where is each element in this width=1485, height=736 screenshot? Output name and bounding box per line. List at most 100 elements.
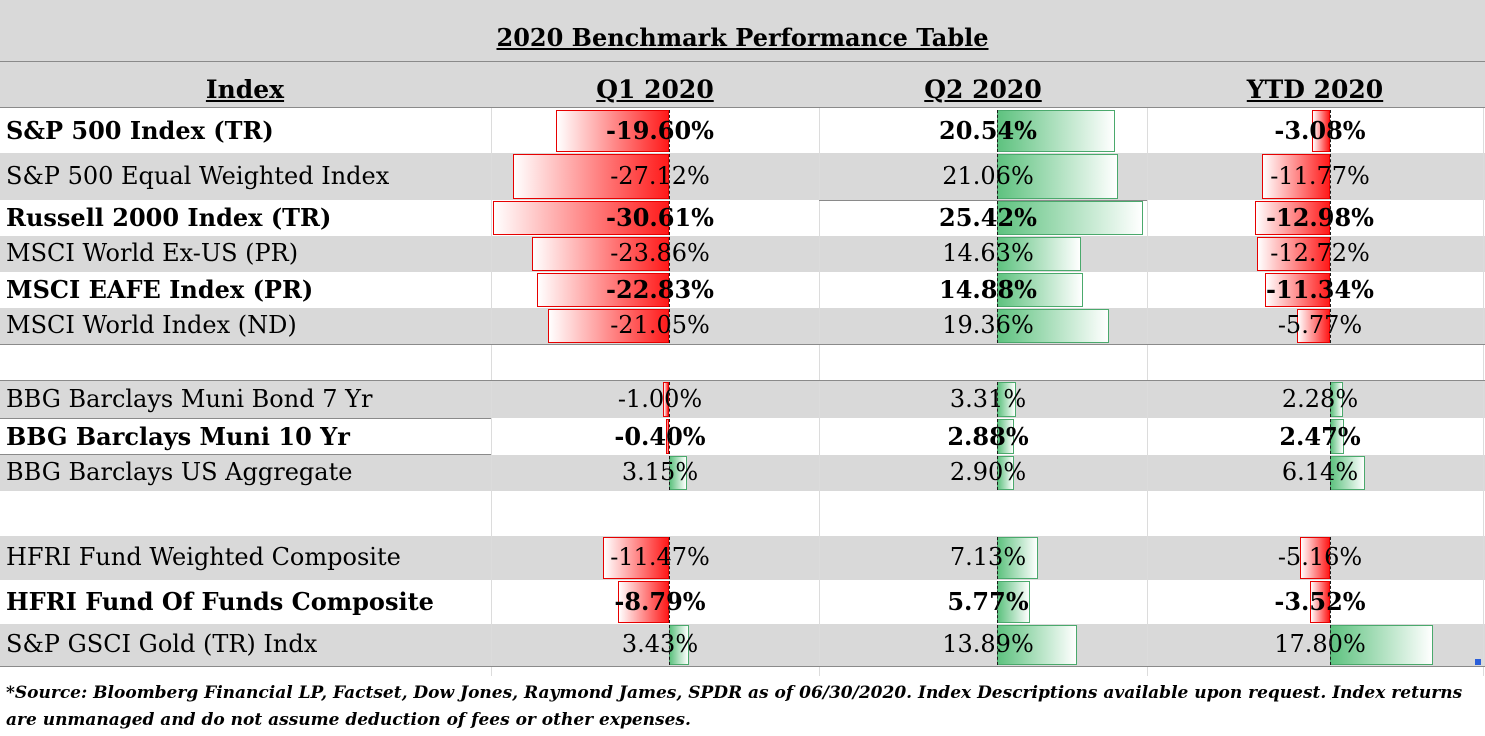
q2-axis-line — [997, 273, 998, 307]
ytd-axis-line — [1330, 382, 1331, 417]
q2-axis-line — [997, 382, 998, 417]
q1-value: -0.40% — [614, 422, 706, 451]
grid-line-horizontal — [819, 200, 1147, 201]
ytd-value: -11.77% — [1270, 162, 1370, 190]
q1-axis-line — [669, 154, 670, 199]
table-row: MSCI World Ex-US (PR) -23.86% 14.63% -12.72… — [0, 236, 1485, 272]
q2-axis-line — [997, 201, 998, 235]
q1-value: -30.61% — [606, 203, 714, 232]
grid-line-vertical — [819, 108, 820, 676]
grid-line-vertical — [1147, 108, 1148, 676]
ytd-value: 2.28% — [1281, 385, 1359, 413]
q2-value: 5.77% — [947, 587, 1029, 616]
q2-value: 13.89% — [942, 630, 1034, 658]
q2-axis-line — [997, 537, 998, 579]
ytd-bar — [1312, 110, 1330, 152]
q2-bar — [997, 537, 1039, 579]
ytd-axis-line — [1330, 456, 1331, 490]
q1-value: 3.15% — [621, 458, 699, 486]
index-name: S&P 500 Index (TR) — [6, 116, 274, 145]
index-name: HFRI Fund Weighted Composite — [6, 543, 401, 571]
q2-axis-line — [997, 154, 998, 199]
ytd-bar — [1262, 154, 1330, 199]
ytd-axis-line — [1330, 201, 1331, 235]
q2-bar — [997, 201, 1144, 235]
index-name: MSCI World Ex-US (PR) — [6, 239, 299, 267]
ytd-value: -12.72% — [1270, 239, 1370, 267]
q2-value: 21.06% — [942, 162, 1034, 190]
q2-axis-line — [997, 237, 998, 271]
ytd-value: 2.47% — [1279, 422, 1361, 451]
header-ytd: YTD 2020 — [1246, 75, 1384, 104]
q1-axis-line — [669, 273, 670, 307]
q2-value: 14.63% — [942, 239, 1034, 267]
grid-line-horizontal — [0, 380, 1485, 381]
table-row: Russell 2000 Index (TR) -30.61% 25.42% -12.… — [0, 200, 1485, 236]
resize-handle[interactable] — [1475, 659, 1481, 665]
table-row: MSCI World Index (ND) -21.05% 19.36% -5.77% — [0, 308, 1485, 344]
q1-bar — [618, 581, 669, 623]
grid-line-horizontal — [0, 418, 491, 419]
q1-bar — [556, 110, 669, 152]
q1-value: -21.05% — [610, 311, 710, 339]
table-row: MSCI EAFE Index (PR) -22.83% 14.88% -11.34% — [0, 272, 1485, 308]
q1-axis-line — [669, 110, 670, 152]
table-row: S&P 500 Equal Weighted Index -27.12% 21.06… — [0, 153, 1485, 200]
index-name: Russell 2000 Index (TR) — [6, 203, 332, 232]
index-name: MSCI World Index (ND) — [6, 311, 297, 339]
q2-axis-line — [997, 309, 998, 343]
index-name: MSCI EAFE Index (PR) — [6, 275, 314, 304]
q2-value: 3.31% — [949, 385, 1027, 413]
ytd-axis-line — [1330, 309, 1331, 343]
q2-bar — [997, 273, 1083, 307]
q1-bar — [512, 154, 669, 199]
q1-axis-line — [669, 537, 670, 579]
q2-bar — [997, 237, 1082, 271]
grid-line-horizontal — [0, 454, 491, 455]
q1-bar — [547, 309, 669, 343]
q1-bar — [602, 537, 669, 579]
q1-value: -11.47% — [610, 543, 710, 571]
ytd-value: -11.34% — [1266, 275, 1374, 304]
q2-bar — [997, 309, 1109, 343]
q2-axis-line — [997, 419, 998, 454]
ytd-bar — [1296, 309, 1330, 343]
index-name: S&P 500 Equal Weighted Index — [6, 162, 390, 190]
q1-axis-line — [669, 201, 670, 235]
q2-value: 20.54% — [939, 116, 1037, 145]
index-name: BBG Barclays Muni 10 Yr — [6, 422, 350, 451]
q1-value: -1.00% — [617, 385, 703, 413]
table-row: S&P GSCI Gold (TR) Indx 3.43% 13.89% 17.80% — [0, 624, 1485, 666]
q1-axis-line — [669, 456, 670, 490]
q2-axis-line — [997, 625, 998, 665]
q2-value: 7.13% — [949, 543, 1027, 571]
q1-value: -22.83% — [606, 275, 714, 304]
table-row: BBG Barclays Muni Bond 7 Yr -1.00% 3.31% 2.… — [0, 381, 1485, 418]
index-name: HFRI Fund Of Funds Composite — [6, 587, 434, 616]
ytd-value: -5.16% — [1277, 543, 1363, 571]
ytd-value: 17.80% — [1274, 630, 1366, 658]
ytd-axis-line — [1330, 419, 1331, 454]
table-row: HFRI Fund Of Funds Composite -8.79% 5.77% -… — [0, 580, 1485, 624]
q1-value: -27.12% — [610, 162, 710, 190]
q1-value: -23.86% — [610, 239, 710, 267]
ytd-value: -5.77% — [1277, 311, 1363, 339]
ytd-value: -3.08% — [1274, 116, 1366, 145]
table-row: BBG Barclays Muni 10 Yr -0.40% 2.88% 2.47% — [0, 418, 1485, 455]
q2-axis-line — [997, 456, 998, 490]
table-title: 2020 Benchmark Performance Table — [496, 23, 989, 52]
source-footnote: *Source: Bloomberg Financial LP, Factset… — [6, 683, 1463, 730]
title-bar — [0, 0, 1485, 62]
table-row: HFRI Fund Weighted Composite -11.47% 7.13%… — [0, 536, 1485, 580]
ytd-bar — [1255, 201, 1330, 235]
ytd-value: -12.98% — [1266, 203, 1374, 232]
q1-bar — [663, 382, 669, 417]
q2-axis-line — [997, 110, 998, 152]
table-row: S&P 500 Index (TR) -19.60% 20.54% -3.08% — [0, 109, 1485, 153]
ytd-value: -3.52% — [1274, 587, 1366, 616]
header-row: Index Q1 2020 Q2 2020 YTD 2020 — [0, 62, 1485, 108]
ytd-axis-line — [1330, 625, 1331, 665]
q1-axis-line — [669, 419, 670, 454]
grid-line-horizontal — [0, 344, 1485, 345]
header-q2: Q2 2020 — [924, 75, 1042, 104]
